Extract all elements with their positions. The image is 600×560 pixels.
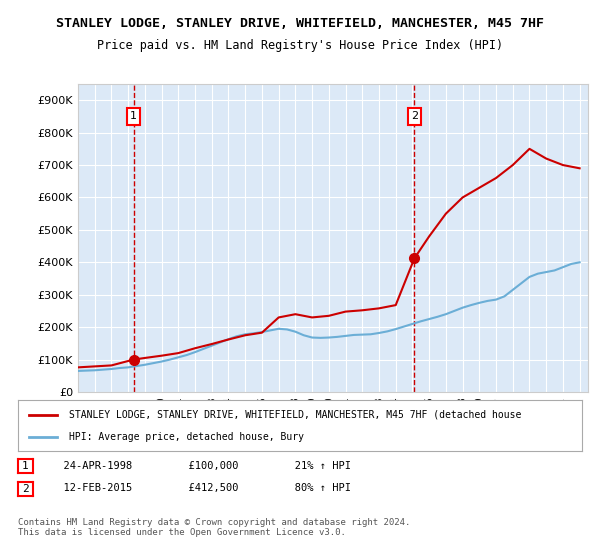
Text: Price paid vs. HM Land Registry's House Price Index (HPI): Price paid vs. HM Land Registry's House … [97,39,503,52]
Text: STANLEY LODGE, STANLEY DRIVE, WHITEFIELD, MANCHESTER, M45 7HF (detached house: STANLEY LODGE, STANLEY DRIVE, WHITEFIELD… [69,409,521,419]
Text: 24-APR-1998         £100,000         21% ↑ HPI: 24-APR-1998 £100,000 21% ↑ HPI [51,461,351,471]
Text: 2: 2 [411,111,418,122]
Text: STANLEY LODGE, STANLEY DRIVE, WHITEFIELD, MANCHESTER, M45 7HF: STANLEY LODGE, STANLEY DRIVE, WHITEFIELD… [56,17,544,30]
Text: 12-FEB-2015         £412,500         80% ↑ HPI: 12-FEB-2015 £412,500 80% ↑ HPI [51,483,351,493]
Text: Contains HM Land Registry data © Crown copyright and database right 2024.
This d: Contains HM Land Registry data © Crown c… [18,518,410,538]
Text: HPI: Average price, detached house, Bury: HPI: Average price, detached house, Bury [69,432,304,442]
Text: 1: 1 [130,111,137,122]
Text: 1: 1 [22,461,29,471]
Text: 2: 2 [22,484,29,493]
